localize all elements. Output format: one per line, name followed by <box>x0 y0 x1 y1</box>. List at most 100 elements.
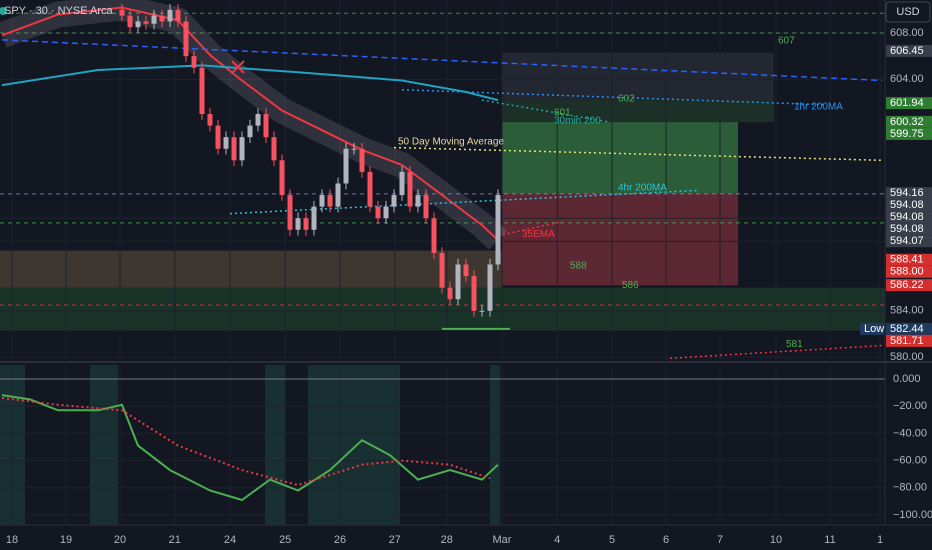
price-badge-tag: Low <box>864 323 884 335</box>
x-tick-label: Mar <box>493 534 512 546</box>
indicator-line <box>1 64 499 102</box>
candle-body <box>231 137 237 161</box>
price-badge-label: 601.94 <box>890 97 924 109</box>
x-tick-label: 25 <box>279 534 291 546</box>
candle-body <box>327 195 333 207</box>
price-pane: 607 602 601 588 586 581 50 Day Moving Average 3… <box>0 0 885 360</box>
zone <box>502 193 738 286</box>
indicator-line <box>1 39 883 82</box>
candle-body <box>431 218 437 253</box>
price-badge-label: 586.22 <box>890 279 924 291</box>
candle-body <box>295 218 301 230</box>
annotation: 588 <box>570 260 587 271</box>
candle-body <box>439 252 445 288</box>
price-badge-label: 594.16 <box>890 187 924 199</box>
oscillator-pane <box>0 365 885 525</box>
candle-body <box>279 160 285 196</box>
candle-body <box>183 21 189 57</box>
candle-body <box>487 264 493 311</box>
price-badge-label: 594.08 <box>890 223 924 235</box>
y-tick-label: 604.00 <box>890 73 924 85</box>
price-badge-label: 594.08 <box>890 211 924 223</box>
annotation: 581 <box>786 339 803 350</box>
indicator-line <box>1 394 499 502</box>
candle-body <box>375 206 381 219</box>
y-tick-label: 608.00 <box>890 27 924 39</box>
price-badge <box>886 97 932 110</box>
candle-body <box>255 114 261 126</box>
shade <box>265 365 285 525</box>
candle-body <box>311 206 317 230</box>
candle-body <box>471 276 477 311</box>
price-badge <box>886 235 932 248</box>
candle-body <box>167 9 173 22</box>
annotation: 586 <box>622 280 639 291</box>
price-badge <box>886 322 932 335</box>
cross-marker <box>231 60 245 74</box>
price-badge-label: 588.00 <box>890 266 924 278</box>
price-badge <box>886 279 932 292</box>
price-badge-label: 594.08 <box>890 199 924 211</box>
price-badge <box>886 334 932 347</box>
price-badge-label: 599.75 <box>890 128 924 140</box>
candle-body <box>367 171 373 207</box>
zone <box>502 52 774 101</box>
annotation: 4hr 200MA <box>618 183 667 194</box>
candle-body <box>127 15 133 28</box>
x-tick-label: 6 <box>663 534 669 546</box>
candle-body <box>423 195 429 219</box>
x-tick-label: 7 <box>717 534 723 546</box>
annotation: 30min 200 <box>554 116 601 127</box>
price-badge <box>886 223 932 236</box>
candle-body <box>287 195 293 230</box>
x-tick-label: 27 <box>389 534 401 546</box>
price-badge <box>886 199 932 212</box>
x-tick-label: 21 <box>169 534 181 546</box>
candle-body <box>335 183 341 207</box>
price-badge <box>886 44 932 57</box>
price-badge-tag-box <box>860 322 884 335</box>
y-tick-label: −20.00 <box>893 400 927 412</box>
x-tick-label: 26 <box>334 534 346 546</box>
price-badge <box>886 115 932 128</box>
annotation: 602 <box>618 94 635 105</box>
y-tick-label: 580.00 <box>890 351 924 363</box>
y-tick-label: −60.00 <box>893 455 927 467</box>
annotation: 601 <box>554 108 571 119</box>
price-badge-label: 594.07 <box>890 235 924 247</box>
x-tick-label: 5 <box>609 534 615 546</box>
candle-body <box>415 195 421 207</box>
candle-body <box>199 67 205 115</box>
candle-body <box>239 137 245 161</box>
indicator-line <box>229 189 699 215</box>
candle-body <box>135 21 141 28</box>
price-badge <box>886 127 932 140</box>
x-tick-label: 10 <box>770 534 782 546</box>
candle-body <box>207 114 213 126</box>
candle-body <box>223 137 229 149</box>
x-tick-label: 11 <box>824 534 835 546</box>
zone <box>0 250 502 288</box>
shade <box>90 365 118 525</box>
candle-body <box>247 125 253 138</box>
candle-body <box>191 56 197 68</box>
shade <box>308 365 400 525</box>
oscillator-shading <box>0 365 500 525</box>
y-tick-label: −100.00 <box>893 509 932 521</box>
candle-body <box>399 171 405 196</box>
price-badge-label: 600.32 <box>890 116 924 128</box>
symbol-title: SPY · 30 · NYSE Arca <box>4 5 114 17</box>
zone <box>502 100 774 123</box>
candle-body <box>455 264 461 300</box>
y-tick-label: 584.00 <box>890 305 924 317</box>
candle-body <box>359 148 365 172</box>
x-tick-label: 19 <box>60 534 72 546</box>
x-tick-label: 18 <box>6 534 18 546</box>
annotation: 1hr 200MA <box>794 102 843 113</box>
y-tick-label: 0.000 <box>893 373 921 385</box>
candle-body <box>303 218 309 230</box>
currency: USD <box>896 6 919 18</box>
status-dot <box>0 7 7 15</box>
candle-body <box>151 15 157 24</box>
y-tick-label: −80.00 <box>893 482 927 494</box>
